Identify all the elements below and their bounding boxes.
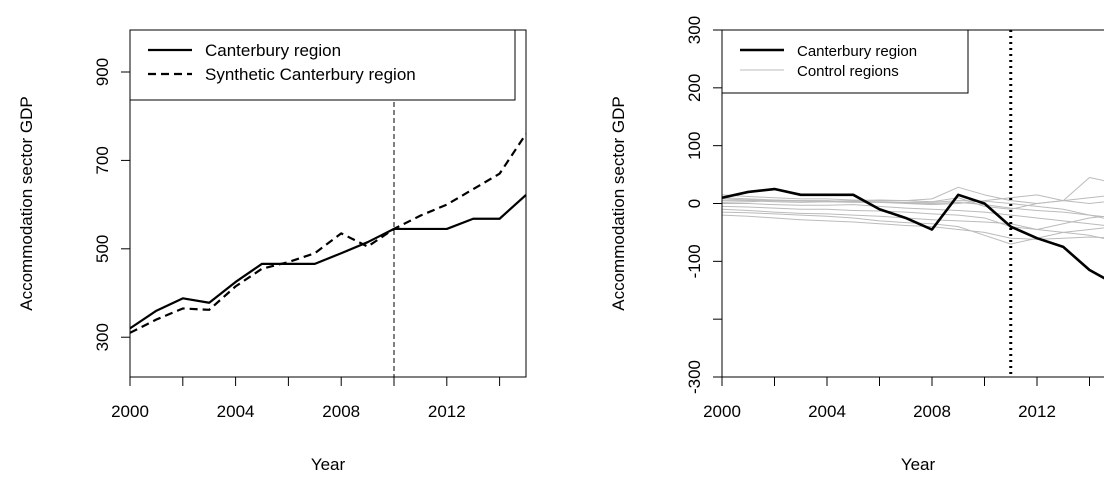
x-tick-label: 2000 [703, 402, 741, 421]
y-tick-label: 100 [685, 131, 704, 159]
x-axis-label: Year [311, 455, 346, 474]
legend-box [721, 29, 969, 94]
y-tick-label: -300 [685, 360, 704, 394]
control-line [722, 200, 1104, 219]
y-tick-label: -100 [685, 244, 704, 278]
x-axis-label: Year [901, 455, 936, 474]
control-line [721, 198, 1104, 218]
y-tick-label: 900 [93, 58, 112, 86]
x-tick-label: 2008 [913, 402, 951, 421]
x-tick-label: 2012 [1018, 402, 1056, 421]
legend-label: Canterbury region [797, 43, 917, 60]
x-tick-label: 2008 [322, 402, 360, 421]
x-tick-label: 2012 [428, 402, 466, 421]
y-tick-label: 200 [685, 74, 704, 102]
series-line [129, 194, 527, 330]
control-line [721, 214, 1104, 240]
control-line [721, 205, 1104, 231]
series-line [129, 133, 527, 334]
series-line [721, 187, 1104, 280]
chart: 2000 2004 2008 2012 300 200 100 0 -100 -300 Year Ac… [609, 16, 1104, 474]
y-axis-label: Accommodation sector GDP [17, 96, 36, 310]
legend-box [129, 29, 516, 101]
legend-label: Synthetic Canterbury region [205, 65, 416, 84]
y-axis-label: Accommodation sector GDP [609, 96, 628, 310]
y-tick-label: 500 [93, 235, 112, 263]
legend-label: Canterbury region [205, 41, 341, 60]
y-tick-label: 300 [685, 16, 704, 44]
y-tick-label: 300 [93, 323, 112, 351]
x-tick-label: 2004 [217, 402, 255, 421]
legend-label: Control regions [797, 63, 899, 80]
x-tick-label: 2004 [808, 402, 846, 421]
chart: 2000 2004 2008 2012 300 500 700 900 Year Accommod… [17, 29, 527, 474]
control-line [722, 203, 1104, 226]
control-line [721, 208, 1104, 240]
y-tick-label: 700 [93, 146, 112, 174]
x-tick-label: 2000 [111, 402, 149, 421]
y-tick-label: 0 [685, 199, 704, 208]
